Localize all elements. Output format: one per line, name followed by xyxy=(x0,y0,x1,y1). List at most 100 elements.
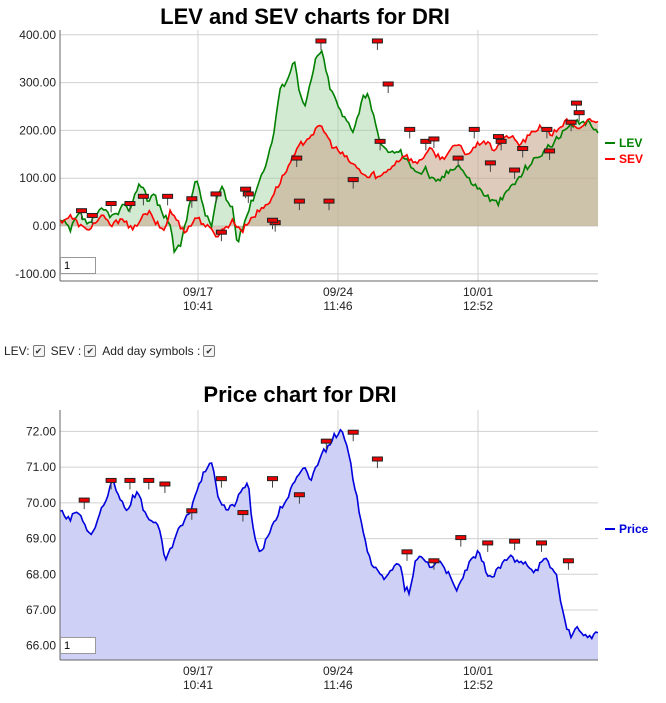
y-tick-label: 70.00 xyxy=(26,496,56,510)
day-marker xyxy=(315,38,327,44)
day-marker xyxy=(267,476,279,482)
chart-title: Price chart for DRI xyxy=(203,382,396,407)
day-marker xyxy=(347,429,359,435)
price-chart: Price chart for DRI 66.00 67.00 68.00 69.00… xyxy=(26,382,649,692)
sev-line xyxy=(59,117,599,238)
y-tick-label: 66.00 xyxy=(26,639,56,653)
y-tick-label: 100.00 xyxy=(19,171,56,185)
day-marker xyxy=(401,549,413,555)
lev-line xyxy=(59,49,599,255)
price-area xyxy=(60,429,598,660)
price-line xyxy=(59,428,599,641)
chart-controls: LEV: ✔ SEV : ✔ Add day symbols : ✔ xyxy=(4,343,216,359)
x-tick-label: 10/01 xyxy=(463,285,493,299)
x-tick-label: 09/24 xyxy=(323,285,353,299)
day-marker xyxy=(347,177,359,183)
lev-sev-chart: LEV and SEV charts for DRI -100.000.0010… xyxy=(15,4,643,313)
day-marker xyxy=(517,146,529,152)
day-marker xyxy=(428,136,440,142)
day-marker xyxy=(509,538,521,544)
lev-label: LEV: xyxy=(4,344,30,358)
day-marker xyxy=(76,208,88,214)
x-tick-label: 09/24 xyxy=(323,664,353,678)
day-marker xyxy=(323,198,335,204)
day-marker xyxy=(544,148,556,154)
day-marker xyxy=(186,508,198,514)
day-marker xyxy=(78,497,90,503)
day-marker xyxy=(186,196,198,202)
day-marker xyxy=(492,134,504,140)
x-tick-label: 09/17 xyxy=(183,664,213,678)
day-marker xyxy=(455,535,467,541)
day-marker xyxy=(291,155,303,161)
day-marker xyxy=(240,186,252,192)
y-tick-label: 69.00 xyxy=(26,532,56,546)
day-marker xyxy=(382,81,394,87)
day-marker xyxy=(143,477,155,483)
day-marker xyxy=(293,492,305,498)
y-tick-label: 300.00 xyxy=(19,76,56,90)
day-marker xyxy=(495,138,507,144)
x-tick-label: 11:46 xyxy=(323,299,352,313)
day-marker xyxy=(124,201,136,207)
day-marker xyxy=(565,119,577,125)
day-marker xyxy=(159,481,171,487)
day-marker xyxy=(468,126,480,132)
chart-title: LEV and SEV charts for DRI xyxy=(160,4,450,29)
day-marker xyxy=(162,193,174,199)
day-marker xyxy=(509,167,521,173)
day-marker xyxy=(428,558,440,564)
day-marker xyxy=(562,558,574,564)
x-tick-label: 10:41 xyxy=(183,678,213,692)
x-tick-label: 09/17 xyxy=(183,285,213,299)
y-tick-label: -100.00 xyxy=(15,267,56,281)
y-tick-label: 72.00 xyxy=(26,424,56,438)
day-marker xyxy=(570,100,582,106)
day-marker xyxy=(452,155,464,161)
day-symbols-label: Add day symbols : xyxy=(102,344,201,358)
day-marker xyxy=(267,217,279,223)
day-symbols-checkbox[interactable]: ✔ xyxy=(203,345,216,357)
day-marker xyxy=(105,477,117,483)
y-tick-label: 67.00 xyxy=(26,603,56,617)
legend-label: LEV xyxy=(619,136,642,150)
y-tick-label: 400.00 xyxy=(19,28,56,42)
day-marker xyxy=(320,438,332,444)
x-tick-label: 11:46 xyxy=(323,678,352,692)
x-tick-label: 12:52 xyxy=(463,299,493,313)
zoom-level-input[interactable]: 1 xyxy=(60,637,96,654)
day-marker xyxy=(484,160,496,166)
legend-label: SEV xyxy=(619,152,643,166)
day-marker xyxy=(371,456,383,462)
day-marker xyxy=(482,540,494,546)
day-marker xyxy=(86,212,98,218)
legend-label: Price xyxy=(619,522,649,536)
day-marker xyxy=(371,38,383,44)
day-marker xyxy=(536,540,548,546)
y-tick-label: 68.00 xyxy=(26,567,56,581)
sev-checkbox[interactable]: ✔ xyxy=(84,345,97,357)
day-marker xyxy=(237,510,249,516)
x-tick-label: 10/01 xyxy=(463,664,493,678)
x-tick-label: 12:52 xyxy=(463,678,493,692)
sev-label: SEV : xyxy=(50,344,82,358)
day-marker xyxy=(541,126,553,132)
y-tick-label: 0.00 xyxy=(33,219,57,233)
lev-checkbox[interactable]: ✔ xyxy=(32,345,45,357)
day-marker xyxy=(404,126,416,132)
y-tick-label: 71.00 xyxy=(26,460,56,474)
y-tick-label: 200.00 xyxy=(19,123,56,137)
day-marker xyxy=(573,110,585,116)
day-marker xyxy=(374,138,386,144)
zoom-level-input[interactable]: 1 xyxy=(60,257,96,274)
day-marker xyxy=(105,201,117,207)
day-marker xyxy=(293,198,305,204)
day-marker xyxy=(210,191,222,197)
day-marker xyxy=(242,191,254,197)
sev-area xyxy=(60,118,598,237)
day-marker xyxy=(137,193,149,199)
day-marker xyxy=(124,477,136,483)
day-marker xyxy=(215,476,227,482)
day-marker xyxy=(215,229,227,235)
x-tick-label: 10:41 xyxy=(183,299,213,313)
